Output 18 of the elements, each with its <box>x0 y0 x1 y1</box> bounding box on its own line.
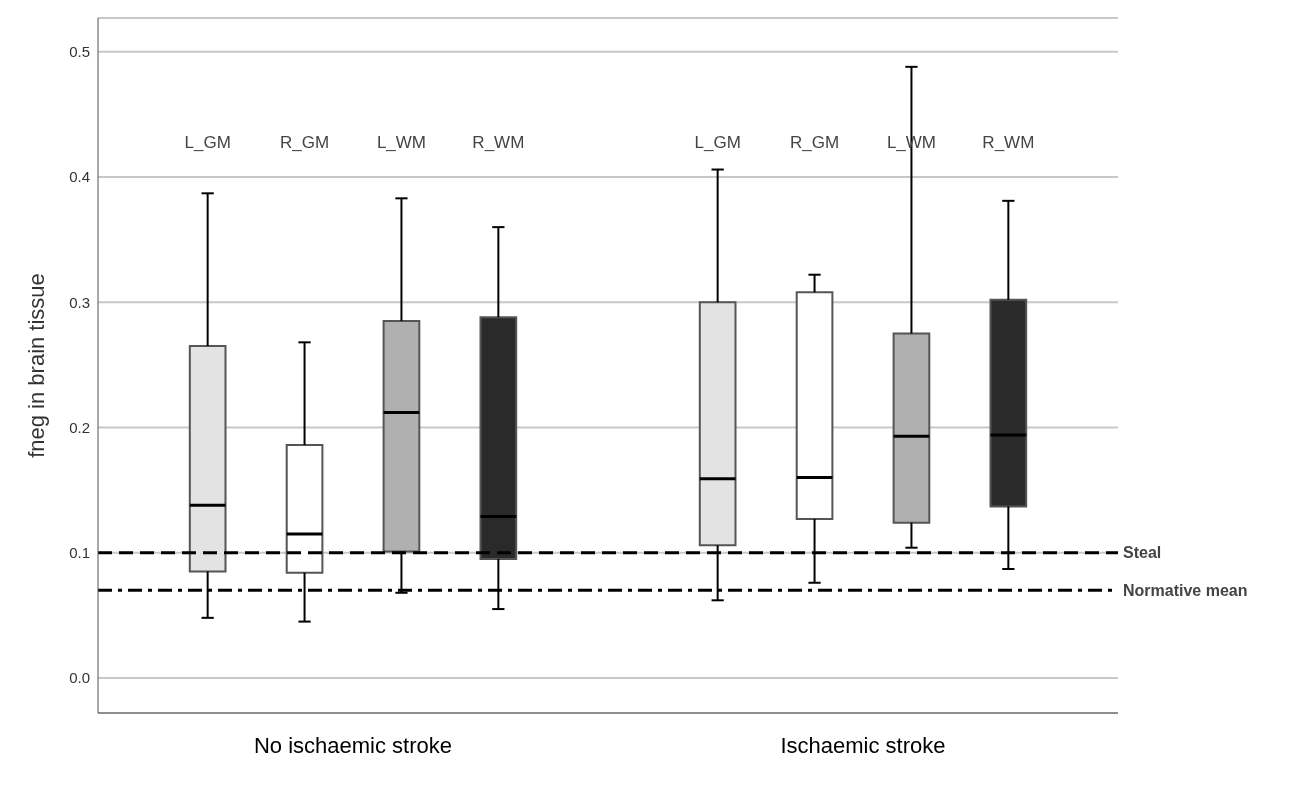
x-tick-label: R_GM <box>789 132 840 152</box>
x-tick-label: R_WM <box>982 132 1035 152</box>
text: No ischaemic stroke <box>253 732 453 758</box>
text: Ischaemic stroke <box>780 732 946 758</box>
x-tick-label: R_WM <box>472 132 525 152</box>
x-tick-label: L_WM <box>376 132 427 152</box>
y-tick-label: 0.3 <box>69 293 90 311</box>
ref-line-label: Normative mean <box>1123 581 1248 599</box>
y-axis-title: fneg in brain tissue <box>23 273 49 458</box>
ref-line-label: Steal <box>1123 544 1162 562</box>
y-tick-label: 0.4 <box>69 168 90 186</box>
x-tick-label: L_GM <box>694 132 741 152</box>
x-tick-label: R_GM <box>279 132 330 152</box>
y-tick-label: 0.0 <box>69 669 90 687</box>
x-tick-label: L_GM <box>184 132 231 152</box>
y-tick-label: 0.2 <box>69 418 90 436</box>
y-tick-label: 0.5 <box>69 43 90 61</box>
y-tick-label: 0.1 <box>69 544 90 562</box>
